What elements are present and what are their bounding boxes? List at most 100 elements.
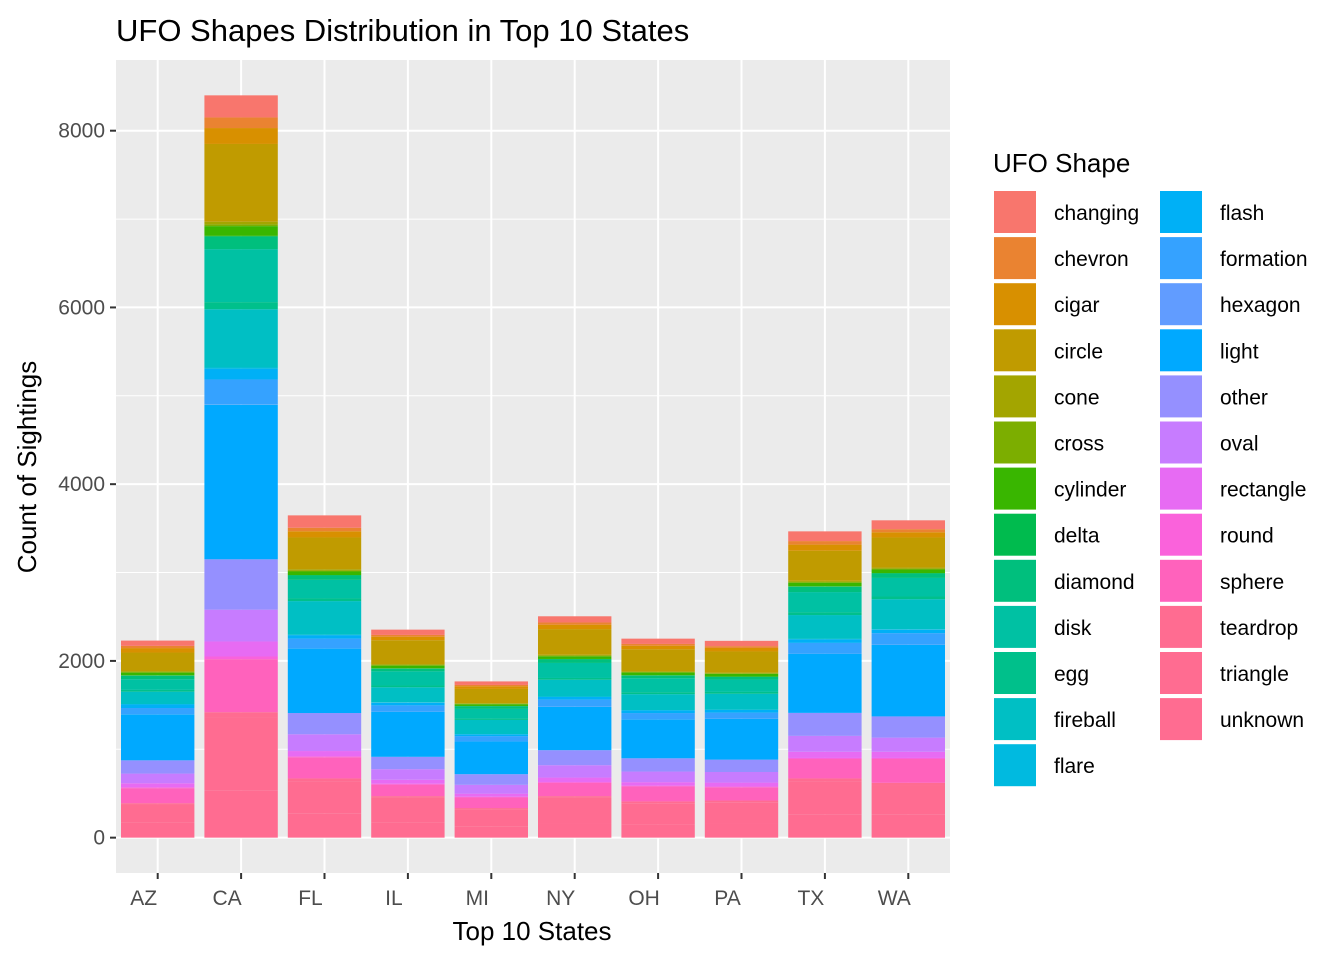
y-tick-label: 4000 bbox=[58, 473, 105, 496]
legend-key-teardrop bbox=[1158, 603, 1204, 650]
legend-label-flare: flare bbox=[1054, 755, 1095, 778]
bar-segment-OH-cross bbox=[621, 672, 695, 673]
bar-segment-PA-teardrop bbox=[704, 800, 779, 803]
bar-segment-WA-cone bbox=[871, 567, 945, 569]
bar-segment-NY-cone bbox=[538, 654, 612, 656]
legend-label-triangle: triangle bbox=[1220, 663, 1289, 686]
bar-segment-IL-teardrop bbox=[371, 796, 445, 798]
bar-segment-CA-rectangle bbox=[204, 641, 278, 657]
bar-segment-WA-sphere bbox=[871, 759, 945, 783]
bar-segment-TX-unknown bbox=[788, 814, 862, 838]
bar-segment-PA-other bbox=[704, 759, 779, 772]
bar-segment-CA-chevron bbox=[204, 117, 278, 129]
bar-segment-OH-cylinder bbox=[621, 672, 695, 676]
bar-segment-MI-cone bbox=[454, 703, 528, 704]
bar-segment-TX-teardrop bbox=[788, 778, 862, 782]
legend-key-chevron bbox=[992, 235, 1038, 282]
bar-segment-PA-changing bbox=[704, 640, 779, 647]
x-tick-label-NY: NY bbox=[546, 887, 575, 910]
bar-segment-WA-light bbox=[871, 644, 945, 717]
bar-segment-CA-round bbox=[204, 656, 278, 660]
bar-segment-NY-teardrop bbox=[538, 796, 612, 798]
bar-segment-TX-cylinder bbox=[788, 582, 862, 587]
bar-segment-AZ-rectangle bbox=[121, 783, 195, 788]
bar-segment-FL-sphere bbox=[287, 757, 362, 779]
legend-label-circle: circle bbox=[1054, 340, 1103, 363]
bar-segment-CA-light bbox=[204, 404, 278, 560]
bar-segment-MI-changing bbox=[454, 681, 528, 685]
bar-segment-WA-changing bbox=[871, 520, 945, 530]
legend-key-other bbox=[1158, 373, 1204, 420]
bar-segment-TX-changing bbox=[788, 531, 862, 542]
bar-segment-TX-egg bbox=[788, 612, 862, 616]
legend-label-flash: flash bbox=[1220, 202, 1264, 225]
y-tick-label: 0 bbox=[93, 827, 105, 850]
bar-segment-TX-cone bbox=[788, 580, 862, 582]
legend-key-cigar bbox=[992, 281, 1038, 328]
legend-key-formation bbox=[1158, 235, 1204, 282]
x-tick-label-CA: CA bbox=[213, 887, 242, 910]
bar-segment-IL-rectangle bbox=[371, 779, 445, 784]
bar-segment-MI-unknown bbox=[454, 826, 528, 838]
legend-label-other: other bbox=[1220, 386, 1268, 409]
bar-segment-IL-diamond bbox=[371, 668, 445, 672]
legend-label-chevron: chevron bbox=[1054, 248, 1129, 271]
legend-label-egg: egg bbox=[1054, 663, 1089, 686]
bar-segment-WA-unknown bbox=[871, 814, 945, 838]
bar-segment-OH-changing bbox=[621, 638, 695, 644]
bar-segment-CA-oval bbox=[204, 609, 278, 642]
bar-segment-CA-diamond bbox=[204, 236, 278, 250]
legend-label-diamond: diamond bbox=[1054, 571, 1135, 594]
bar-segment-AZ-cylinder bbox=[121, 672, 195, 676]
bar-segment-AZ-sphere bbox=[121, 788, 195, 804]
bar-segment-IL-changing bbox=[371, 629, 445, 635]
bar-segment-MI-diamond bbox=[454, 706, 528, 709]
bar-segment-FL-flash bbox=[287, 635, 362, 639]
bar-segment-CA-formation bbox=[204, 379, 278, 405]
bar-segment-MI-circle bbox=[454, 688, 528, 704]
bar-segment-TX-diamond bbox=[788, 586, 862, 593]
bar-segment-PA-fireball bbox=[704, 693, 779, 710]
bar-segment-CA-fireball bbox=[204, 309, 278, 368]
bar-segment-WA-teardrop bbox=[871, 782, 945, 786]
bar-segment-AZ-light bbox=[121, 714, 195, 761]
bar-segment-IL-other bbox=[371, 756, 445, 770]
x-tick-label-TX: TX bbox=[797, 887, 824, 910]
bar-segment-IL-cigar bbox=[371, 636, 445, 641]
bar-segment-IL-cone bbox=[371, 664, 445, 665]
legend-key-delta bbox=[992, 511, 1038, 558]
bar-segment-NY-circle bbox=[538, 629, 612, 655]
bar-segment-FL-diamond bbox=[287, 575, 362, 580]
bar-segment-MI-sphere bbox=[454, 797, 528, 809]
bar-segment-AZ-oval bbox=[121, 773, 195, 784]
bar-segment-NY-cross bbox=[538, 655, 612, 657]
bar-segment-PA-light bbox=[704, 718, 779, 760]
y-tick-label: 2000 bbox=[58, 650, 105, 673]
legend-key-diamond bbox=[992, 557, 1038, 604]
bar-segment-PA-cross bbox=[704, 673, 779, 674]
bar-segment-MI-triangle bbox=[454, 809, 528, 827]
bar-segment-TX-cigar bbox=[788, 544, 862, 551]
bar-segment-AZ-changing bbox=[121, 640, 195, 646]
bar-segment-IL-light bbox=[371, 711, 445, 757]
bar-segment-AZ-cone bbox=[121, 671, 195, 672]
bar-segment-CA-teardrop bbox=[204, 712, 278, 718]
bar-segment-PA-egg bbox=[704, 691, 779, 694]
legend-label-disk: disk bbox=[1054, 617, 1092, 640]
bar-segment-PA-diamond bbox=[704, 676, 779, 680]
bar-segment-FL-cross bbox=[287, 570, 362, 572]
bar-segment-OH-cigar bbox=[621, 645, 695, 650]
bar-segment-OH-teardrop bbox=[621, 801, 695, 804]
bar-segment-FL-oval bbox=[287, 734, 362, 752]
bar-segment-FL-formation bbox=[287, 638, 362, 649]
bar-segment-CA-disk bbox=[204, 249, 278, 303]
legend-label-cylinder: cylinder bbox=[1054, 479, 1126, 502]
legend-label-cross: cross bbox=[1054, 433, 1104, 456]
legend-key-fireball bbox=[992, 696, 1038, 743]
bar-segment-AZ-disk bbox=[121, 679, 195, 690]
bar-segment-CA-other bbox=[204, 559, 278, 610]
bar-segment-OH-light bbox=[621, 719, 695, 759]
bar-segment-FL-changing bbox=[287, 515, 362, 528]
bar-segment-PA-rectangle bbox=[704, 782, 779, 787]
